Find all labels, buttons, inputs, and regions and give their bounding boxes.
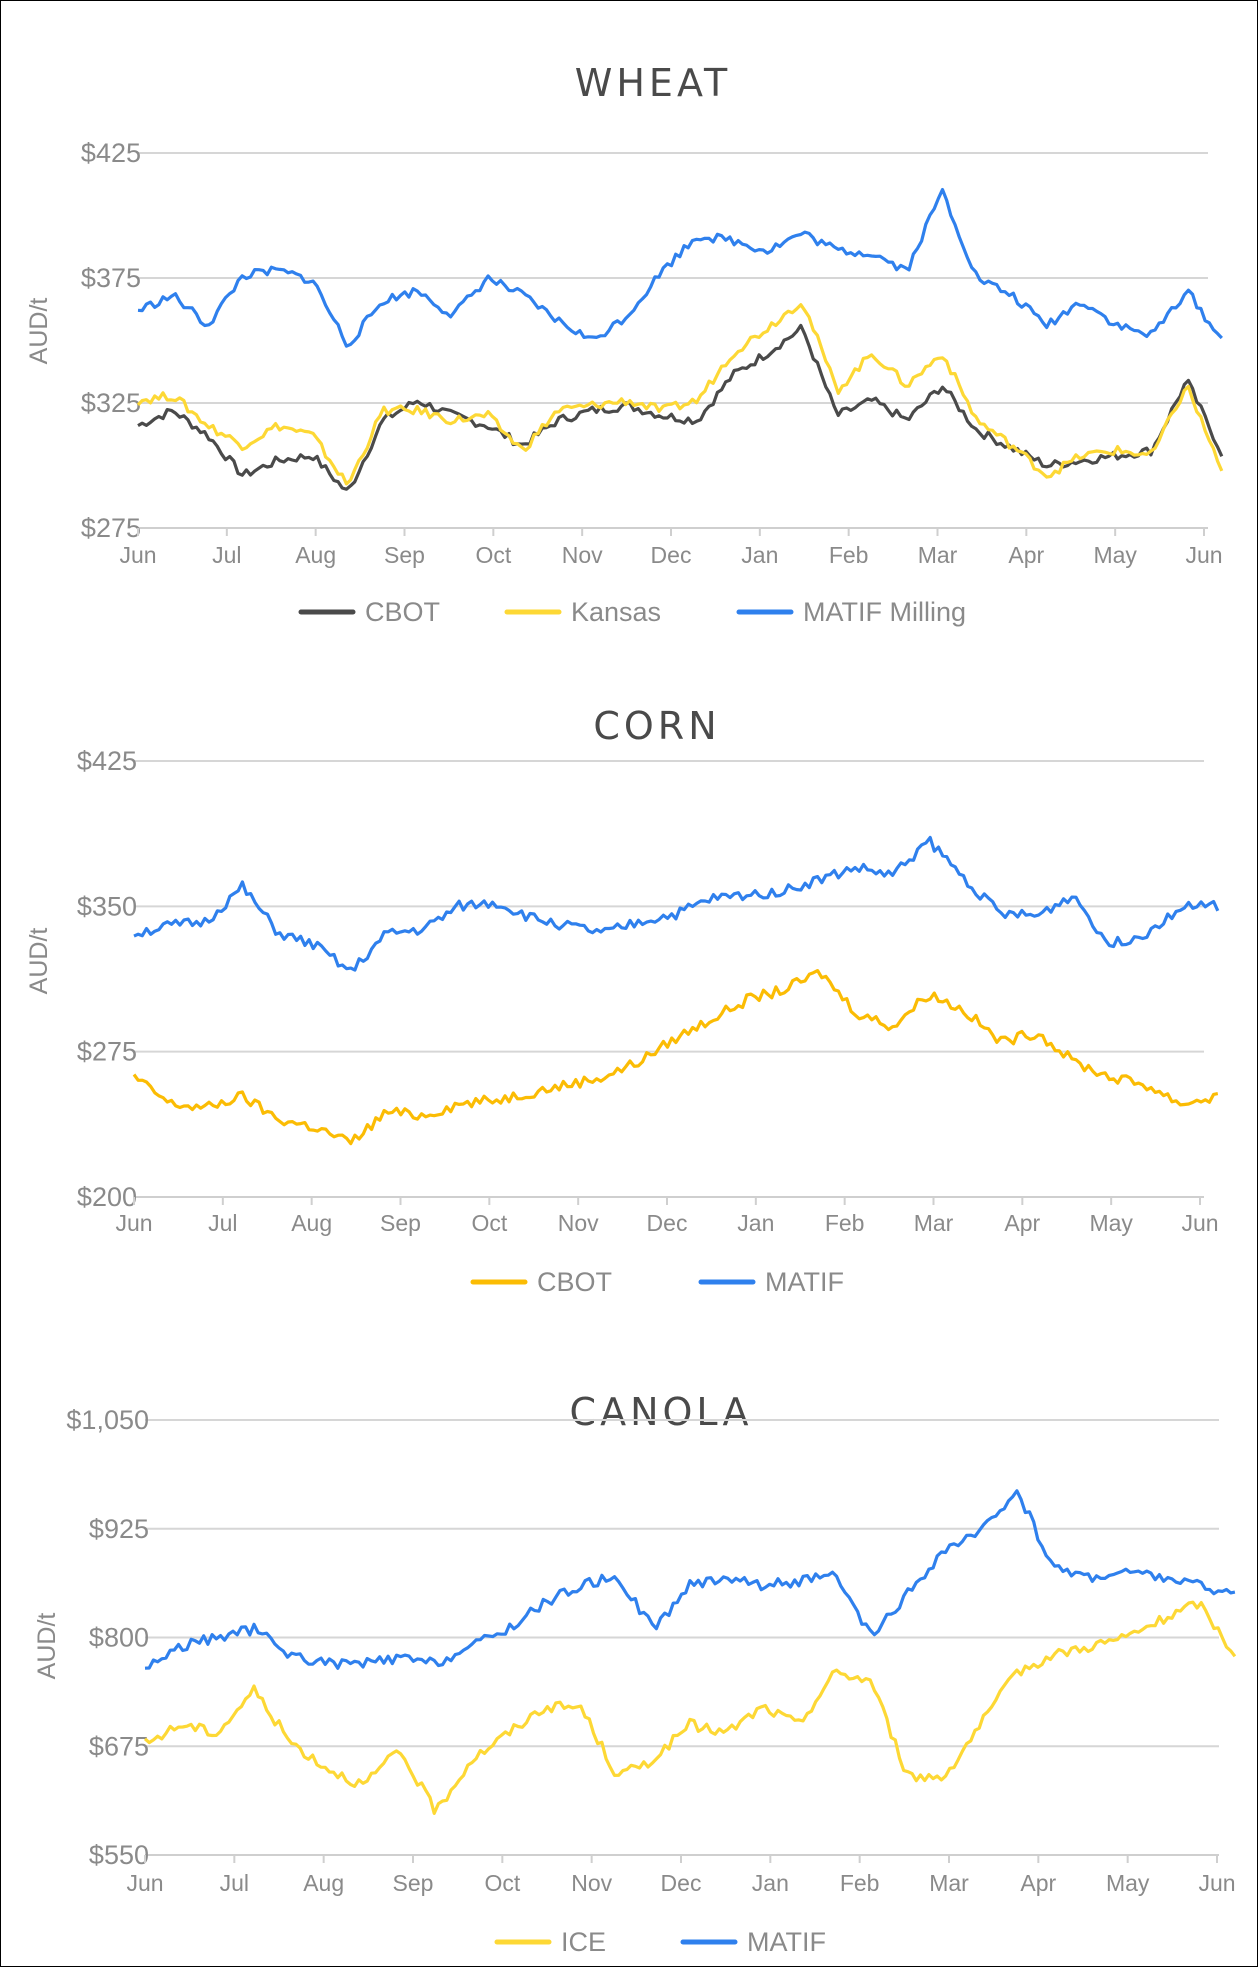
corn-y-axis-label: AUD/t bbox=[25, 928, 53, 995]
canola-chart: CANOLA AUD/t $1,050$925$800$675$550 Jun J… bbox=[33, 1390, 1237, 1957]
wheat-y-axis-label: AUD/t bbox=[25, 298, 53, 365]
x-tick-label: Apr bbox=[1008, 542, 1044, 568]
y-tick-label: $425 bbox=[77, 746, 137, 776]
x-tick-label: Jan bbox=[741, 542, 778, 568]
wheat-chart: WHEAT AUD/t $425 $375 $325 $275 Jun Jul Aug Se… bbox=[25, 61, 1224, 627]
x-tick-label: Nov bbox=[571, 1870, 612, 1896]
x-tick-label: Jun bbox=[119, 542, 156, 568]
y-tick-label: $1,050 bbox=[66, 1405, 149, 1435]
y-tick-label: $550 bbox=[89, 1840, 149, 1870]
y-tick-label: $275 bbox=[77, 1037, 137, 1067]
wheat-x-ticks: Jun Jul Aug Sep Oct Nov Dec Jan Feb Mar Apr May Jun bbox=[119, 528, 1223, 568]
x-tick-label: May bbox=[1089, 1210, 1133, 1236]
x-tick-label: May bbox=[1106, 1870, 1150, 1896]
x-tick-label: May bbox=[1093, 542, 1137, 568]
canola-series-matif bbox=[144, 1489, 1236, 1670]
corn-chart: CORN AUD/t $425 $350 $275 $200 Jun Jul Aug Sep… bbox=[25, 704, 1220, 1297]
x-tick-label: Dec bbox=[647, 1210, 688, 1236]
x-tick-label: Sep bbox=[380, 1210, 421, 1236]
y-tick-label: $275 bbox=[81, 513, 141, 543]
y-tick-label: $675 bbox=[89, 1731, 149, 1761]
x-tick-label: Oct bbox=[471, 1210, 507, 1236]
x-tick-label: Aug bbox=[303, 1870, 344, 1896]
x-tick-label: Apr bbox=[1020, 1870, 1056, 1896]
wheat-gridlines bbox=[138, 152, 1208, 529]
corn-title: CORN bbox=[593, 704, 720, 748]
x-tick-label: Jun bbox=[115, 1210, 152, 1236]
canola-series-lines bbox=[143, 1489, 1237, 1816]
x-tick-label: Oct bbox=[484, 1870, 520, 1896]
canola-gridlines bbox=[145, 1419, 1219, 1856]
x-tick-label: Jun bbox=[1181, 1210, 1218, 1236]
wheat-y-ticks: $425 $375 $325 $275 bbox=[81, 138, 141, 543]
x-tick-label: Feb bbox=[840, 1870, 880, 1896]
canola-title: CANOLA bbox=[570, 1390, 753, 1434]
wheat-series-lines bbox=[136, 188, 1224, 491]
corn-series-matif bbox=[133, 835, 1220, 972]
canola-series-ice bbox=[143, 1600, 1237, 1816]
y-tick-label: $350 bbox=[77, 891, 137, 921]
x-tick-label: Apr bbox=[1004, 1210, 1040, 1236]
x-tick-label: Dec bbox=[651, 542, 692, 568]
x-tick-label: Feb bbox=[829, 542, 869, 568]
corn-gridlines bbox=[134, 760, 1204, 1198]
x-tick-label: Dec bbox=[661, 1870, 702, 1896]
wheat-legend: CBOT Kansas MATIF Milling bbox=[298, 597, 966, 627]
x-tick-label: Nov bbox=[558, 1210, 599, 1236]
x-tick-label: Jul bbox=[220, 1870, 249, 1896]
y-tick-label: $375 bbox=[81, 263, 141, 293]
wheat-series-matif-milling bbox=[137, 188, 1223, 348]
x-tick-label: Jan bbox=[752, 1870, 789, 1896]
x-tick-label: Sep bbox=[384, 542, 425, 568]
corn-legend: CBOT MATIF bbox=[470, 1267, 844, 1297]
canola-legend: ICE MATIF bbox=[494, 1927, 826, 1957]
legend-label: CBOT bbox=[365, 597, 440, 627]
y-tick-label: $200 bbox=[77, 1182, 137, 1212]
legend-label: CBOT bbox=[537, 1267, 612, 1297]
x-tick-label: Mar bbox=[929, 1870, 969, 1896]
y-tick-label: $925 bbox=[89, 1514, 149, 1544]
x-tick-label: Jul bbox=[212, 542, 241, 568]
x-tick-label: Aug bbox=[291, 1210, 332, 1236]
x-tick-label: Sep bbox=[393, 1870, 434, 1896]
x-tick-label: Mar bbox=[914, 1210, 954, 1236]
x-tick-label: Jul bbox=[208, 1210, 237, 1236]
y-tick-label: $800 bbox=[89, 1623, 149, 1653]
canola-x-ticks: Jun Jul Aug Sep Oct Nov Dec Jan Feb Mar Apr May Jun bbox=[126, 1855, 1236, 1896]
legend-label: ICE bbox=[561, 1927, 606, 1957]
x-tick-label: Mar bbox=[918, 542, 958, 568]
legend-label: MATIF bbox=[765, 1267, 844, 1297]
canola-y-ticks: $1,050 $925 $800 $675 $550 bbox=[66, 1405, 149, 1870]
wheat-series-cbot bbox=[137, 323, 1224, 491]
x-tick-label: Jun bbox=[126, 1870, 163, 1896]
x-tick-label: Nov bbox=[562, 542, 603, 568]
y-tick-label: $425 bbox=[81, 138, 141, 168]
wheat-series-kansas bbox=[136, 303, 1224, 486]
legend-label: MATIF bbox=[747, 1927, 826, 1957]
corn-y-ticks: $425 $350 $275 $200 bbox=[77, 746, 137, 1212]
x-tick-label: Jan bbox=[737, 1210, 774, 1236]
corn-x-ticks: Jun Jul Aug Sep Oct Nov Dec Jan Feb Mar Apr May Jun bbox=[115, 1197, 1219, 1236]
corn-series-cbot bbox=[132, 968, 1219, 1146]
legend-label: MATIF Milling bbox=[803, 597, 966, 627]
x-tick-label: Aug bbox=[295, 542, 336, 568]
x-tick-label: Jun bbox=[1185, 542, 1222, 568]
corn-series-lines bbox=[132, 835, 1220, 1146]
y-tick-label: $325 bbox=[81, 388, 141, 418]
legend-label: Kansas bbox=[571, 597, 661, 627]
x-tick-label: Jun bbox=[1198, 1870, 1235, 1896]
x-tick-label: Oct bbox=[475, 542, 511, 568]
canola-y-axis-label: AUD/t bbox=[33, 1613, 61, 1680]
wheat-title: WHEAT bbox=[575, 61, 731, 105]
x-tick-label: Feb bbox=[825, 1210, 865, 1236]
